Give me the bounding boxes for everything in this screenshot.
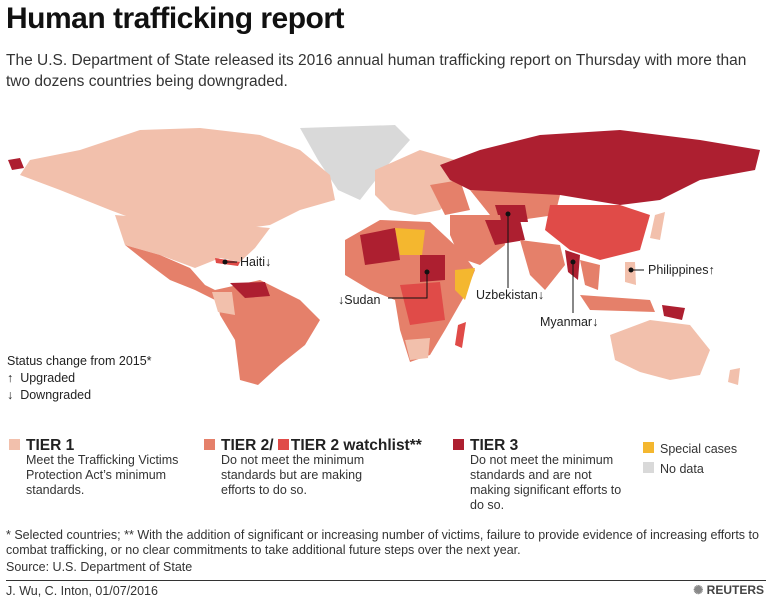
russia — [440, 130, 760, 205]
south-america — [215, 280, 320, 385]
legend-tier1: TIER 1 Meet the Trafficking Victims Prot… — [9, 438, 194, 498]
status-downgraded: ↓ Downgraded — [7, 388, 92, 402]
india — [520, 240, 565, 290]
australia — [610, 320, 710, 380]
south-africa — [405, 338, 430, 360]
reuters-logo: ✺ REUTERS — [693, 583, 764, 597]
west-africa-t3 — [360, 228, 400, 265]
madagascar — [455, 322, 466, 348]
footnote: * Selected countries; ** With the additi… — [6, 528, 766, 575]
japan — [650, 212, 665, 240]
label-myanmar: Myanmar↓ — [540, 315, 599, 329]
callout-myanmar — [570, 259, 576, 313]
venezuela — [230, 282, 270, 298]
iran — [485, 220, 525, 245]
alaska-red — [8, 158, 24, 170]
philippines — [625, 262, 636, 285]
sudan — [420, 255, 445, 282]
status-title: Status change from 2015* — [7, 354, 152, 368]
status-upgraded: ↑ Upgraded — [7, 371, 76, 385]
new-zealand — [728, 368, 740, 385]
callout-haiti — [222, 259, 237, 265]
legend-other: Special cases No data — [643, 439, 737, 479]
callout-philippines — [628, 267, 644, 273]
se-asia — [580, 260, 600, 290]
png — [662, 305, 685, 320]
callout-uzbekistan — [505, 211, 511, 288]
status-legend: Status change from 2015* ↑ Upgraded ↓ Do… — [7, 353, 152, 404]
subtitle: The U.S. Department of State released it… — [6, 52, 747, 90]
page-title: Human trafficking report — [6, 2, 345, 35]
china — [545, 205, 650, 260]
legend-tier2: TIER 2/ TIER 2 watchlist** Do not meet t… — [204, 438, 444, 498]
central-africa-wl — [400, 282, 445, 325]
indonesia — [580, 295, 655, 312]
greenland — [300, 125, 410, 200]
label-sudan: ↓Sudan — [338, 293, 381, 307]
legend-tier3: TIER 3 Do not meet the minimum standards… — [453, 438, 633, 513]
credit: J. Wu, C. Inton, 01/07/2016 — [6, 584, 158, 598]
north-america-north — [20, 128, 335, 230]
divider — [6, 580, 766, 581]
somalia — [455, 268, 475, 300]
libya — [395, 228, 425, 255]
sa-tier1 — [212, 292, 235, 315]
label-uzbekistan: Uzbekistan↓ — [476, 288, 545, 302]
label-philippines: Philippines↑ — [648, 263, 715, 277]
usa — [115, 215, 270, 268]
mexico — [125, 245, 225, 300]
uzbekistan — [495, 205, 528, 222]
label-haiti: Haiti↓ — [240, 255, 272, 269]
europe-east — [430, 180, 470, 215]
source: Source: U.S. Department of State — [6, 560, 193, 574]
callout-sudan — [388, 269, 430, 299]
